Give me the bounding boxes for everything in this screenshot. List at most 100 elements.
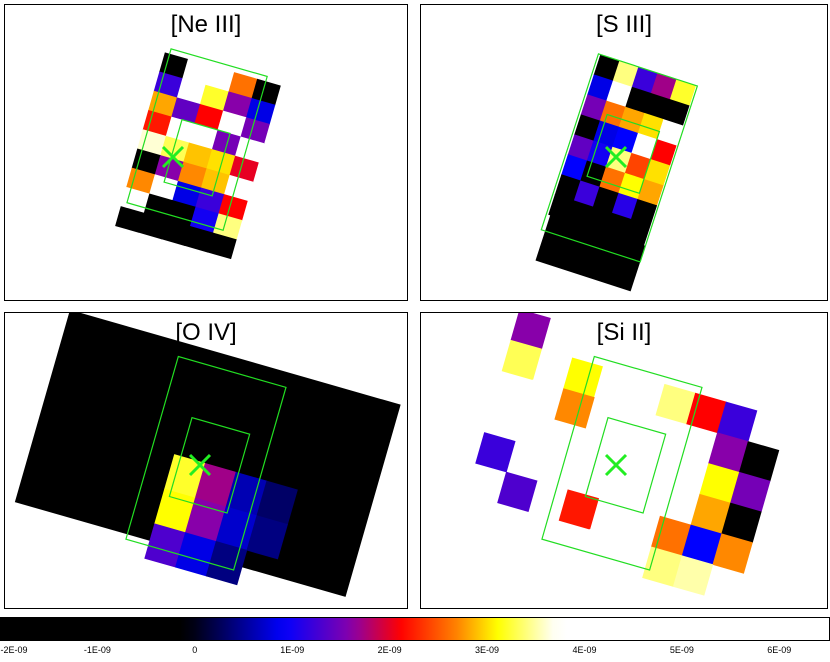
colorbar-tick-label: -1E-09 <box>83 645 111 655</box>
aperture-outer-outline <box>541 355 703 571</box>
heatmap-cell <box>176 78 207 105</box>
heatmap-cell <box>605 212 632 240</box>
heatmap-cell <box>586 206 613 234</box>
colorbar-tick-label: 0 <box>192 645 198 655</box>
heatmap-cell <box>205 65 235 93</box>
colorbar-tick-label: 3E-09 <box>475 645 500 655</box>
colorbar-tick-label: -2E-09 <box>0 645 28 655</box>
heatmap-cell <box>184 497 227 542</box>
heatmap-cell <box>650 72 678 100</box>
heatmap-cell <box>721 502 762 543</box>
heatmap-cell <box>182 58 212 86</box>
heatmap-cell <box>606 80 633 108</box>
heatmap-cell <box>573 180 601 208</box>
heatmap-cell <box>175 532 217 577</box>
heatmap-cell <box>240 117 270 144</box>
heatmap-cell <box>183 142 213 170</box>
heatmap-cell <box>630 198 658 226</box>
heatmap-cell <box>561 154 588 182</box>
center-cross-marker <box>604 453 628 477</box>
heatmap-cell <box>206 149 236 176</box>
heatmap-grid <box>14 313 401 597</box>
heatmap-cell <box>587 74 614 102</box>
heatmap-cell <box>195 187 225 215</box>
heatmap-cell <box>656 119 684 147</box>
heatmap-cell <box>580 528 621 570</box>
heatmap-cell <box>580 94 607 122</box>
heatmap-cell <box>207 232 237 260</box>
heatmap-cell <box>686 392 727 434</box>
map-background <box>535 214 646 292</box>
heatmap-cell <box>218 194 248 221</box>
heatmap-cell <box>137 129 167 156</box>
heatmap-cell <box>153 71 184 99</box>
panel-si-ii: [Si II] <box>420 312 828 609</box>
heatmap-cell <box>644 92 671 120</box>
aperture-outer-outline <box>126 48 268 232</box>
heatmap-cell <box>663 99 690 127</box>
aperture-inner-outline <box>584 416 667 514</box>
heatmap-cell <box>712 533 753 574</box>
heatmap-cell <box>475 432 516 473</box>
heatmap-cell <box>246 515 288 560</box>
heatmap-cell <box>161 219 191 246</box>
panel-title: [O IV] <box>175 319 237 346</box>
heatmap-cell <box>624 218 651 246</box>
heatmap-cell <box>194 104 224 131</box>
heatmap-cell <box>523 379 564 420</box>
heatmap-cell <box>159 52 189 79</box>
heatmap-cell <box>624 152 652 180</box>
heatmap-cell <box>144 523 186 568</box>
aperture-outer-outline <box>540 53 699 263</box>
heatmap-cell <box>138 212 168 240</box>
heatmap-cell <box>205 541 248 586</box>
heatmap-cell <box>574 114 601 142</box>
heatmap-cell <box>650 139 677 166</box>
heatmap-cell <box>228 72 258 99</box>
center-cross-marker <box>161 145 185 169</box>
heatmap-cell <box>643 159 671 186</box>
heatmap-cell <box>631 66 658 94</box>
heatmap-cell <box>567 200 594 228</box>
aperture-inner-outline <box>586 113 661 195</box>
colorbar-tick-label: 6E-09 <box>767 645 792 655</box>
panel-o-iv: [O IV] <box>4 312 408 609</box>
heatmap-s-iii <box>535 53 699 292</box>
heatmap-cell <box>164 454 206 499</box>
heatmap-cell <box>612 60 639 88</box>
heatmap-cell <box>251 78 281 106</box>
heatmap-cell <box>229 155 259 183</box>
aperture-outer-outline <box>125 355 287 571</box>
aperture-inner-outline <box>163 118 231 197</box>
heatmap-cell <box>554 174 582 202</box>
panel-ne-iii: [Ne III] <box>4 4 408 301</box>
heatmap-cell <box>497 471 538 513</box>
heatmap-cell <box>184 225 214 253</box>
heatmap-cell <box>593 366 635 407</box>
aperture-inner-outline <box>168 416 251 514</box>
heatmap-cell <box>149 174 179 201</box>
heatmap-grid <box>535 53 699 292</box>
panel-title: [Si II] <box>596 319 652 346</box>
heatmap-ne-iii <box>115 48 281 260</box>
heatmap-cell <box>637 179 664 206</box>
heatmap-grid <box>475 313 780 596</box>
heatmap-cell <box>245 98 276 125</box>
heatmap-cell <box>188 123 219 150</box>
heatmap-cell <box>204 428 247 473</box>
heatmap-cell <box>717 401 758 442</box>
heatmap-cell <box>172 180 202 208</box>
heatmap-cell <box>599 100 626 128</box>
heatmap-cell <box>510 313 551 350</box>
heatmap-cell <box>234 136 265 164</box>
colorbar-tick-label: 2E-09 <box>377 645 402 655</box>
heatmap-cell <box>637 112 665 140</box>
heatmap-cell <box>223 174 254 202</box>
heatmap-cell <box>148 90 178 118</box>
heatmap-cell <box>612 126 639 154</box>
heatmap-cell <box>200 168 231 195</box>
colorbar-tick-label: 1E-09 <box>280 645 305 655</box>
heatmap-cell <box>642 546 683 587</box>
heatmap-cell <box>690 493 731 535</box>
colorbar-tick-label: 4E-09 <box>572 645 597 655</box>
